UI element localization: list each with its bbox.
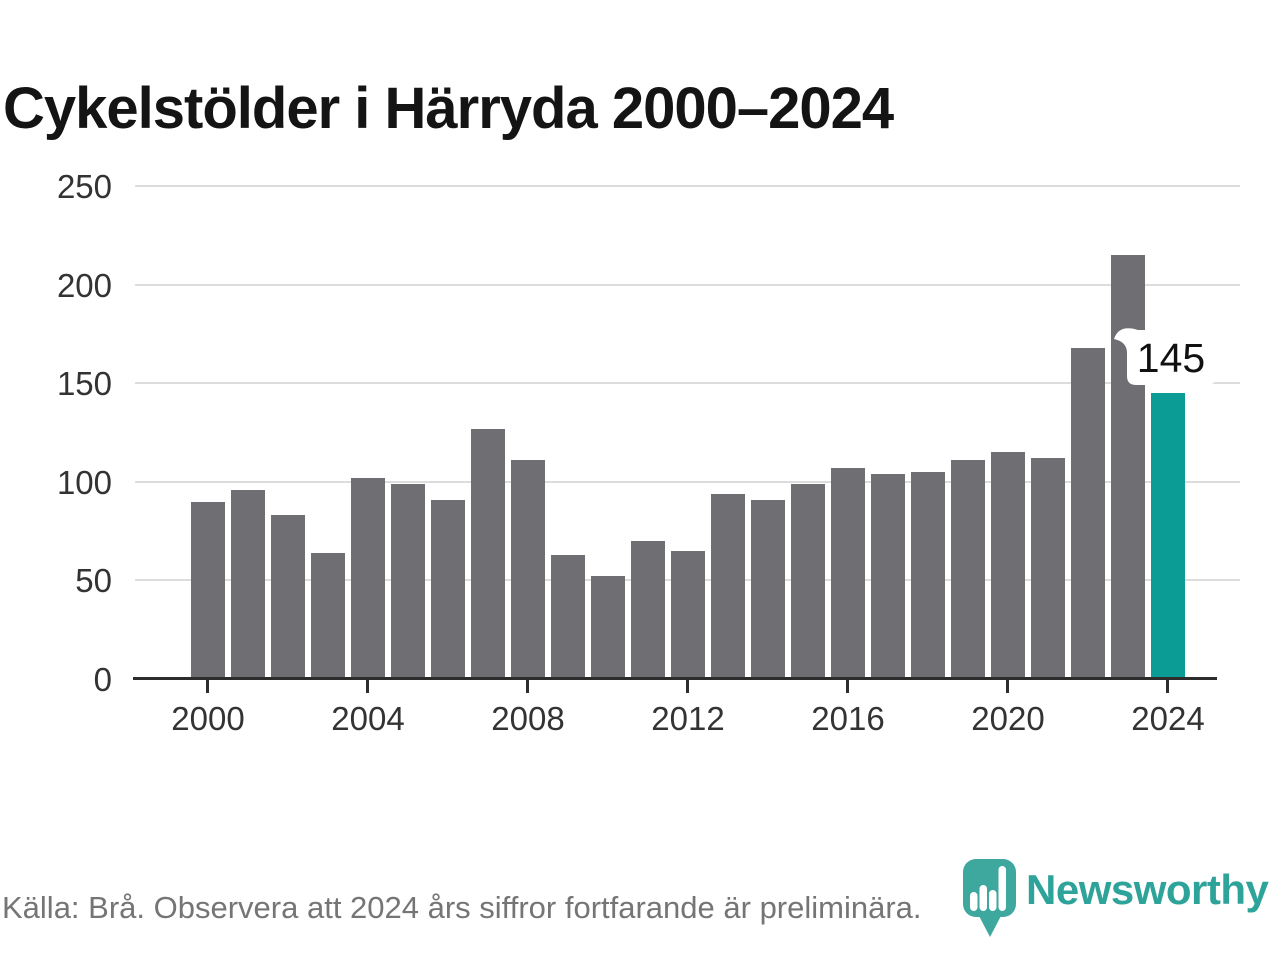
x-tick-2004	[366, 679, 369, 693]
x-axis-label-2024: 2024	[1131, 700, 1205, 737]
newsworthy-wordmark: Newsworthy	[1026, 866, 1269, 913]
bar-2012	[671, 551, 705, 679]
bar-2016	[831, 468, 865, 679]
bar-2021	[1031, 458, 1065, 679]
bar-2003	[311, 553, 345, 679]
value-callout-label: 145	[1136, 335, 1206, 381]
y-axis-label-250: 250	[56, 168, 112, 205]
x-axis-label-2020: 2020	[971, 700, 1045, 737]
bar-2019	[951, 460, 985, 679]
bar-2011	[631, 541, 665, 679]
chart-title: Cykelstölder i Härryda 2000–2024	[3, 75, 894, 141]
bar-2005	[391, 484, 425, 679]
bar-2006	[431, 500, 465, 679]
gridline-y-200	[135, 284, 1240, 286]
y-axis-label-100: 100	[56, 464, 112, 501]
gridline-y-100	[135, 481, 1240, 483]
bar-2015	[791, 484, 825, 679]
bar-2004	[351, 478, 385, 679]
bar-2009	[551, 555, 585, 679]
newsworthy-pin-icon	[963, 859, 1016, 937]
bar-2022	[1071, 348, 1105, 679]
x-axis-label-2004: 2004	[331, 700, 405, 737]
gridline-y-150	[135, 382, 1240, 384]
bar-2010	[591, 576, 625, 679]
x-tick-2016	[846, 679, 849, 693]
bar-2008	[511, 460, 545, 679]
bar-2001	[231, 490, 265, 679]
x-axis-label-2008: 2008	[491, 700, 565, 737]
bar-2000	[191, 502, 225, 679]
y-axis-label-0: 0	[93, 661, 112, 698]
bar-2017	[871, 474, 905, 679]
value-callout-bubble	[1114, 328, 1216, 385]
gridline-y-250	[135, 185, 1240, 187]
x-tick-2012	[686, 679, 689, 693]
x-tick-2008	[526, 679, 529, 693]
y-axis-label-150: 150	[56, 365, 112, 402]
bar-2014	[751, 500, 785, 679]
x-tick-2024	[1166, 679, 1169, 693]
bar-2002	[271, 515, 305, 679]
x-axis-line	[133, 677, 1217, 680]
bar-2007	[471, 429, 505, 679]
x-tick-2000	[206, 679, 209, 693]
x-tick-2020	[1006, 679, 1009, 693]
bar-2018	[911, 472, 945, 679]
x-axis-label-2016: 2016	[811, 700, 885, 737]
bar-2023	[1111, 255, 1145, 679]
x-axis-label-2000: 2000	[171, 700, 245, 737]
bar-2024	[1151, 393, 1185, 679]
source-note: Källa: Brå. Observera att 2024 års siffr…	[2, 890, 922, 925]
newsworthy-logo[interactable]: Newsworthy	[962, 856, 1278, 940]
x-axis-label-2012: 2012	[651, 700, 725, 737]
bar-2020	[991, 452, 1025, 679]
y-axis-label-200: 200	[56, 267, 112, 304]
bar-2013	[711, 494, 745, 679]
y-axis-label-50: 50	[75, 562, 112, 599]
